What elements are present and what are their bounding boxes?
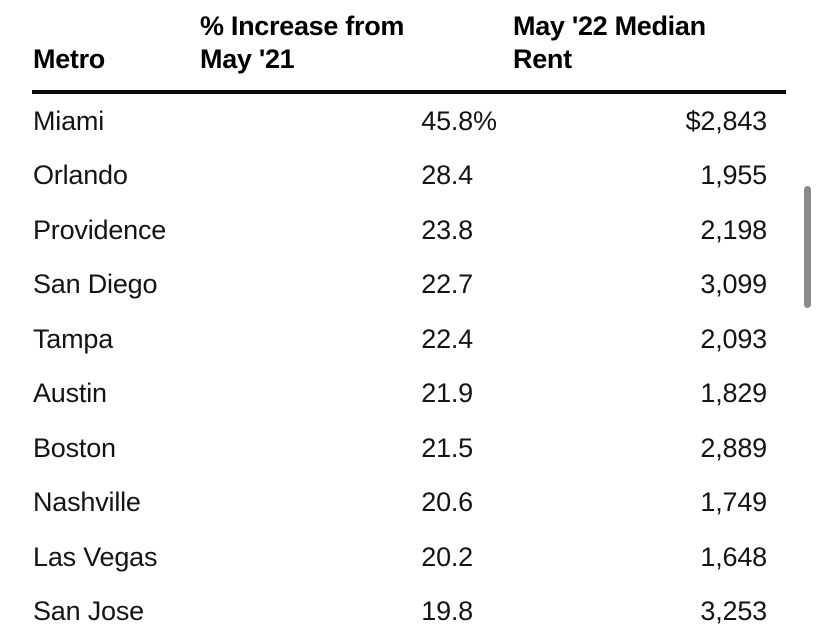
table-body: Miami 45.8% $2,843 Orlando 28.4 1,955 Pr… (33, 94, 767, 639)
table-row: San Jose 19.8 3,253 (33, 585, 767, 639)
table-row: Las Vegas 20.2 1,648 (33, 530, 767, 585)
column-header-increase-line-2: May '21 (200, 43, 513, 76)
increase-value: 22.4 (421, 324, 473, 354)
scrollbar-thumb[interactable] (804, 186, 811, 308)
metro-cell: Nashville (33, 487, 200, 518)
increase-cell: 45.8% (200, 106, 473, 137)
metro-cell: Las Vegas (33, 542, 200, 573)
column-header-metro: Metro (33, 43, 200, 76)
metro-cell: Boston (33, 433, 200, 464)
increase-value: 20.2 (421, 542, 473, 572)
rent-cell: 2,093 (473, 324, 767, 355)
rent-cell: 1,749 (473, 487, 767, 518)
column-header-metro-line: Metro (33, 43, 200, 76)
rent-cell: 3,099 (473, 269, 767, 300)
increase-value: 22.7 (421, 269, 473, 299)
increase-value: 20.6 (421, 487, 473, 517)
column-header-increase-line-1: % Increase from (200, 10, 513, 43)
increase-cell: 20.2 (200, 542, 473, 573)
increase-value: 23.8 (421, 215, 473, 245)
column-header-rent-line-2: Rent (513, 43, 767, 76)
increase-cell: 19.8 (200, 596, 473, 627)
table-row: San Diego 22.7 3,099 (33, 258, 767, 313)
table-row: Miami 45.8% $2,843 (33, 94, 767, 149)
table-row: Tampa 22.4 2,093 (33, 312, 767, 367)
metro-cell: Tampa (33, 324, 200, 355)
table-row: Providence 23.8 2,198 (33, 203, 767, 258)
rent-cell: 2,198 (473, 215, 767, 246)
rent-cell: 1,955 (473, 160, 767, 191)
column-header-rent: May '22 Median Rent (513, 10, 767, 76)
table-row: Austin 21.9 1,829 (33, 367, 767, 422)
metro-cell: Austin (33, 378, 200, 409)
increase-value: 21.5 (421, 433, 473, 463)
metro-cell: San Diego (33, 269, 200, 300)
table-row: Orlando 28.4 1,955 (33, 149, 767, 204)
increase-cell: 28.4 (200, 160, 473, 191)
rent-table: Metro % Increase from May '21 May '22 Me… (33, 10, 767, 76)
increase-cell: 20.6 (200, 487, 473, 518)
increase-cell: 22.7 (200, 269, 473, 300)
rent-cell: 1,648 (473, 542, 767, 573)
table-row: Boston 21.5 2,889 (33, 421, 767, 476)
rent-cell: 1,829 (473, 378, 767, 409)
increase-suffix: % (473, 106, 497, 137)
column-header-increase: % Increase from May '21 (200, 10, 513, 76)
increase-value: 21.9 (421, 378, 473, 408)
metro-cell: Providence (33, 215, 200, 246)
metro-cell: Miami (33, 106, 200, 137)
rent-cell: 2,889 (473, 433, 767, 464)
column-header-rent-line-1: May '22 Median (513, 10, 767, 43)
metro-cell: Orlando (33, 160, 200, 191)
rent-cell: $2,843 (473, 106, 767, 137)
increase-cell: 21.9 (200, 378, 473, 409)
increase-value: 45.8 (421, 106, 473, 136)
increase-cell: 23.8 (200, 215, 473, 246)
increase-value: 28.4 (421, 160, 473, 190)
rent-cell: 3,253 (473, 596, 767, 627)
increase-cell: 22.4 (200, 324, 473, 355)
table-header-row: Metro % Increase from May '21 May '22 Me… (33, 10, 767, 76)
table-row: Nashville 20.6 1,749 (33, 476, 767, 531)
increase-value: 19.8 (421, 596, 473, 626)
metro-cell: San Jose (33, 596, 200, 627)
increase-cell: 21.5 (200, 433, 473, 464)
